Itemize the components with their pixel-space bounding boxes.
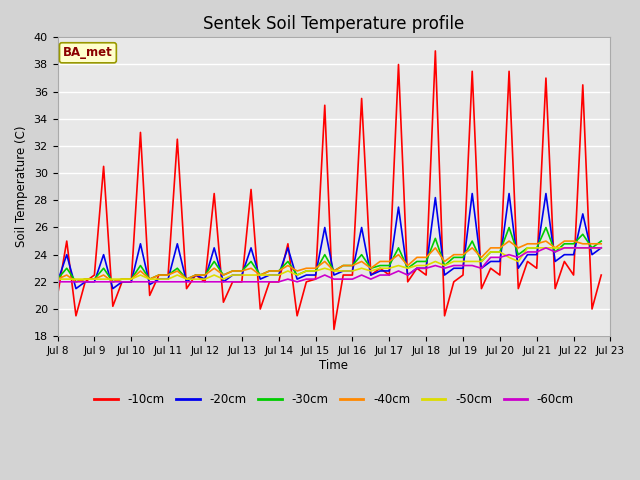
-40cm xyxy=(220,272,227,278)
-30cm xyxy=(155,272,163,278)
Text: BA_met: BA_met xyxy=(63,46,113,60)
-40cm xyxy=(72,279,80,285)
-20cm xyxy=(54,279,61,285)
-60cm xyxy=(54,279,61,285)
-50cm xyxy=(597,245,605,251)
-60cm xyxy=(542,245,550,251)
X-axis label: Time: Time xyxy=(319,359,349,372)
-60cm xyxy=(238,279,246,285)
-50cm xyxy=(54,276,61,282)
-30cm xyxy=(201,272,209,278)
-10cm xyxy=(404,279,412,285)
-30cm xyxy=(247,259,255,264)
-50cm xyxy=(192,276,200,282)
-20cm xyxy=(238,272,246,278)
-60cm xyxy=(395,268,403,274)
-50cm xyxy=(238,272,246,278)
-60cm xyxy=(211,279,218,285)
-10cm xyxy=(192,272,200,278)
-30cm xyxy=(220,272,227,278)
-20cm xyxy=(597,245,605,251)
-20cm xyxy=(404,272,412,278)
-10cm xyxy=(597,272,605,278)
-40cm xyxy=(238,268,246,274)
-40cm xyxy=(155,272,163,278)
-20cm xyxy=(247,245,255,251)
-10cm xyxy=(238,279,246,285)
-10cm xyxy=(330,326,338,332)
-10cm xyxy=(228,279,236,285)
-20cm xyxy=(72,286,80,291)
-40cm xyxy=(201,272,209,278)
-50cm xyxy=(211,272,218,278)
-20cm xyxy=(155,276,163,282)
-30cm xyxy=(238,268,246,274)
Line: -40cm: -40cm xyxy=(58,241,601,282)
-30cm xyxy=(597,238,605,244)
Title: Sentek Soil Temperature profile: Sentek Soil Temperature profile xyxy=(204,15,465,33)
-10cm xyxy=(431,48,439,54)
-40cm xyxy=(404,263,412,268)
-40cm xyxy=(505,238,513,244)
-10cm xyxy=(146,292,154,298)
-50cm xyxy=(395,263,403,268)
Legend: -10cm, -20cm, -30cm, -40cm, -50cm, -60cm: -10cm, -20cm, -30cm, -40cm, -50cm, -60cm xyxy=(90,388,579,411)
-50cm xyxy=(146,276,154,282)
-60cm xyxy=(192,279,200,285)
-30cm xyxy=(72,279,80,285)
Line: -60cm: -60cm xyxy=(58,248,601,282)
-60cm xyxy=(146,279,154,285)
-20cm xyxy=(220,279,227,285)
-40cm xyxy=(247,265,255,271)
-30cm xyxy=(505,225,513,230)
-20cm xyxy=(468,191,476,196)
-10cm xyxy=(54,292,61,298)
-40cm xyxy=(597,241,605,247)
-60cm xyxy=(228,279,236,285)
-30cm xyxy=(54,276,61,282)
Line: -10cm: -10cm xyxy=(58,51,601,329)
Line: -50cm: -50cm xyxy=(58,248,601,279)
-30cm xyxy=(404,265,412,271)
Y-axis label: Soil Temperature (C): Soil Temperature (C) xyxy=(15,126,28,248)
-60cm xyxy=(597,245,605,251)
-50cm xyxy=(524,245,531,251)
-40cm xyxy=(54,276,61,282)
-10cm xyxy=(211,191,218,196)
-50cm xyxy=(228,272,236,278)
Line: -30cm: -30cm xyxy=(58,228,601,282)
Line: -20cm: -20cm xyxy=(58,193,601,288)
-20cm xyxy=(201,276,209,282)
